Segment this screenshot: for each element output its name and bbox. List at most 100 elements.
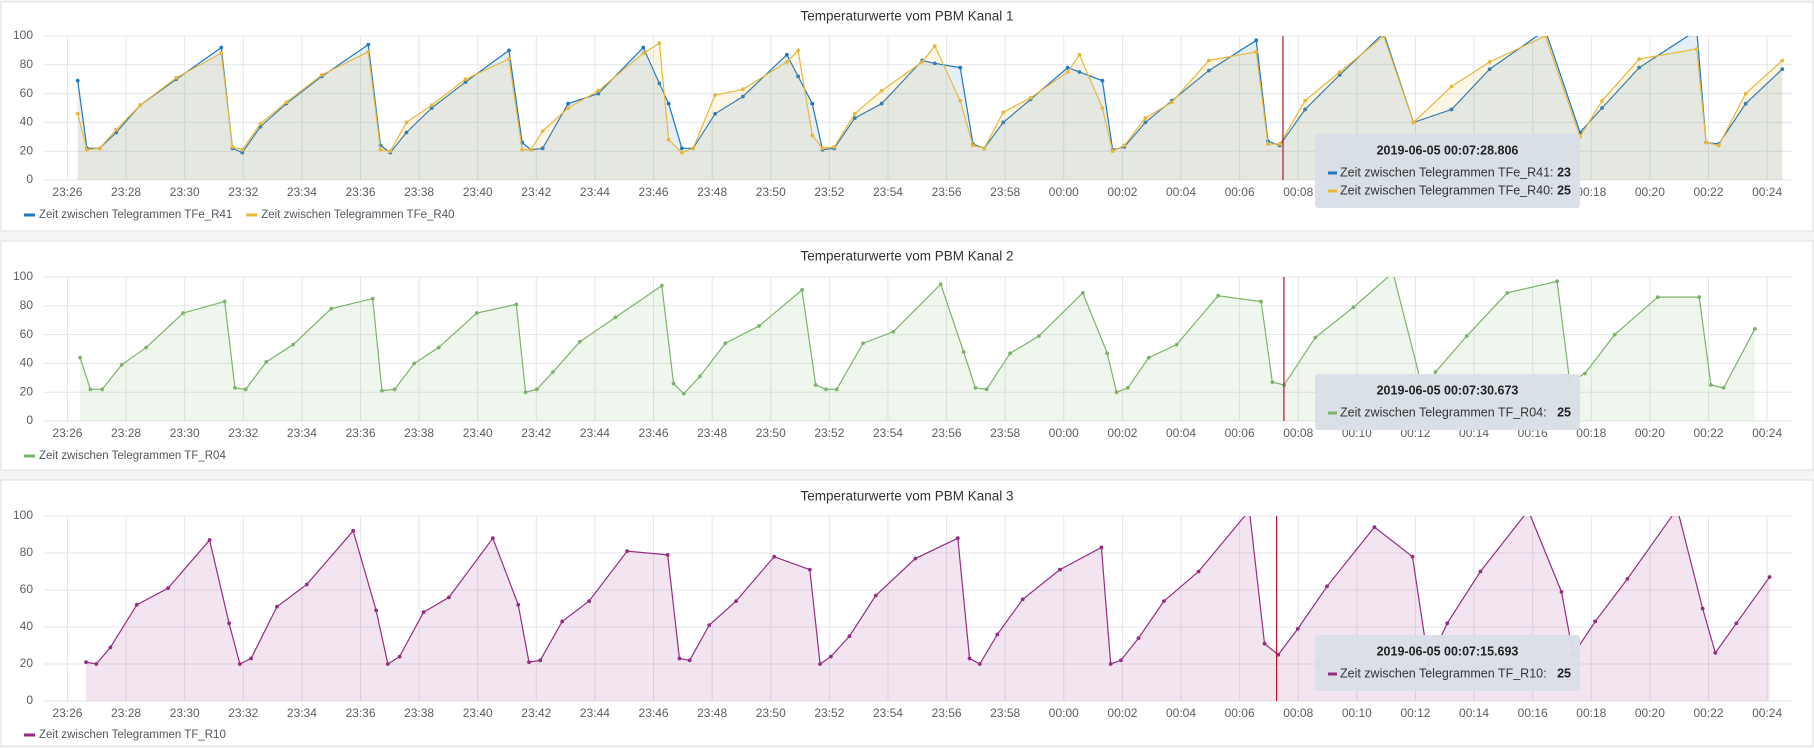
data-point — [920, 60, 925, 64]
x-tick-label: 00:02 — [1107, 426, 1137, 440]
tooltip-box — [1315, 374, 1580, 430]
data-point — [75, 78, 80, 83]
data-point — [723, 341, 728, 346]
data-point — [264, 360, 269, 364]
data-point — [1028, 96, 1033, 100]
data-point — [1700, 606, 1705, 611]
data-point — [540, 146, 545, 151]
data-point — [108, 645, 113, 650]
x-tick-label: 00:20 — [1635, 185, 1665, 199]
data-point — [984, 387, 989, 392]
data-point — [514, 302, 519, 307]
data-point — [320, 72, 324, 77]
data-point — [174, 75, 179, 80]
data-point — [958, 65, 963, 70]
data-point — [807, 567, 812, 572]
legend-swatch — [246, 213, 258, 217]
legend-item[interactable]: Zeit zwischen Telegrammen TFe_R40 — [246, 209, 455, 221]
x-tick-label: 23:36 — [345, 706, 375, 720]
data-point — [1734, 621, 1739, 626]
data-point — [698, 374, 702, 379]
data-point — [800, 288, 804, 292]
data-point — [596, 91, 601, 96]
x-tick-label: 23:44 — [580, 706, 610, 720]
data-point — [977, 662, 982, 666]
y-tick-label: 40 — [20, 115, 34, 129]
x-tick-label: 23:30 — [170, 426, 200, 440]
data-point — [1110, 149, 1115, 154]
data-point — [1100, 106, 1105, 110]
data-point — [1206, 58, 1211, 63]
data-point — [666, 101, 671, 106]
data-point — [1637, 57, 1642, 61]
data-point — [490, 536, 495, 541]
x-tick-label: 00:08 — [1283, 426, 1313, 440]
y-tick-label: 40 — [20, 356, 34, 370]
legend-label: Zeit zwischen Telegrammen TFe_R40 — [261, 209, 454, 221]
data-point — [385, 662, 390, 666]
data-point — [1487, 60, 1492, 64]
data-point — [1254, 38, 1259, 43]
tooltip-swatch — [1328, 189, 1337, 193]
data-point — [1543, 36, 1548, 38]
data-point — [1337, 70, 1342, 74]
data-point — [351, 528, 356, 533]
x-tick-label: 23:48 — [697, 706, 727, 720]
data-point — [520, 147, 525, 152]
x-tick-label: 23:28 — [111, 706, 141, 720]
data-point — [772, 554, 777, 559]
data-point — [1449, 84, 1454, 89]
legend-label: Zeit zwischen Telegrammen TF_R04 — [39, 450, 226, 462]
data-point — [1694, 47, 1699, 51]
data-point — [463, 80, 468, 84]
x-tick-label: 00:20 — [1635, 706, 1665, 720]
data-point — [1105, 351, 1110, 356]
x-tick-label: 23:58 — [990, 426, 1020, 440]
data-point — [429, 103, 434, 108]
data-point — [134, 602, 139, 607]
data-point — [181, 311, 186, 315]
data-point — [852, 111, 857, 116]
data-point — [1721, 385, 1726, 390]
data-point — [810, 133, 815, 138]
data-point — [1057, 567, 1062, 572]
legend-item[interactable]: Zeit zwischen Telegrammen TFe_R41 — [24, 209, 232, 221]
data-point — [1001, 120, 1006, 125]
data-point — [166, 586, 170, 591]
y-tick-label: 20 — [20, 384, 34, 398]
data-point — [463, 77, 468, 82]
data-point — [1780, 67, 1785, 72]
x-tick-label: 00:02 — [1107, 706, 1137, 720]
data-point — [1162, 599, 1166, 603]
legend-item[interactable]: Zeit zwischen Telegrammen TF_R04 — [24, 450, 226, 462]
tooltip-value: 25 — [1557, 666, 1571, 680]
data-point — [734, 599, 738, 603]
data-point — [1325, 584, 1329, 589]
data-point — [1008, 351, 1012, 356]
data-point — [1080, 290, 1085, 295]
data-point — [397, 654, 402, 659]
legend-item[interactable]: Zeit zwischen Telegrammen TF_R10 — [24, 729, 226, 741]
data-point — [392, 387, 397, 392]
y-tick-label: 60 — [20, 582, 34, 596]
y-tick-label: 40 — [20, 619, 34, 633]
tooltip: 2019-06-05 00:07:28.806 Zeit zwischen Tel… — [1315, 134, 1580, 208]
data-point — [879, 88, 884, 93]
panel-title: Temperaturwerte vom PBM Kanal 3 — [800, 489, 1013, 504]
data-point — [78, 355, 83, 360]
data-point — [596, 88, 601, 93]
data-point — [240, 147, 245, 152]
x-tick-label: 23:26 — [52, 706, 82, 720]
data-point — [258, 121, 263, 126]
data-point — [1410, 554, 1415, 559]
data-point — [757, 324, 761, 328]
data-point — [138, 103, 143, 108]
series-line — [85, 516, 1771, 667]
x-tick-label: 23:54 — [873, 185, 903, 199]
x-tick-label: 00:18 — [1576, 706, 1606, 720]
data-point — [1713, 651, 1718, 655]
x-tick-label: 23:46 — [639, 426, 669, 440]
data-point — [1277, 142, 1282, 146]
x-tick-label: 23:46 — [639, 185, 669, 199]
